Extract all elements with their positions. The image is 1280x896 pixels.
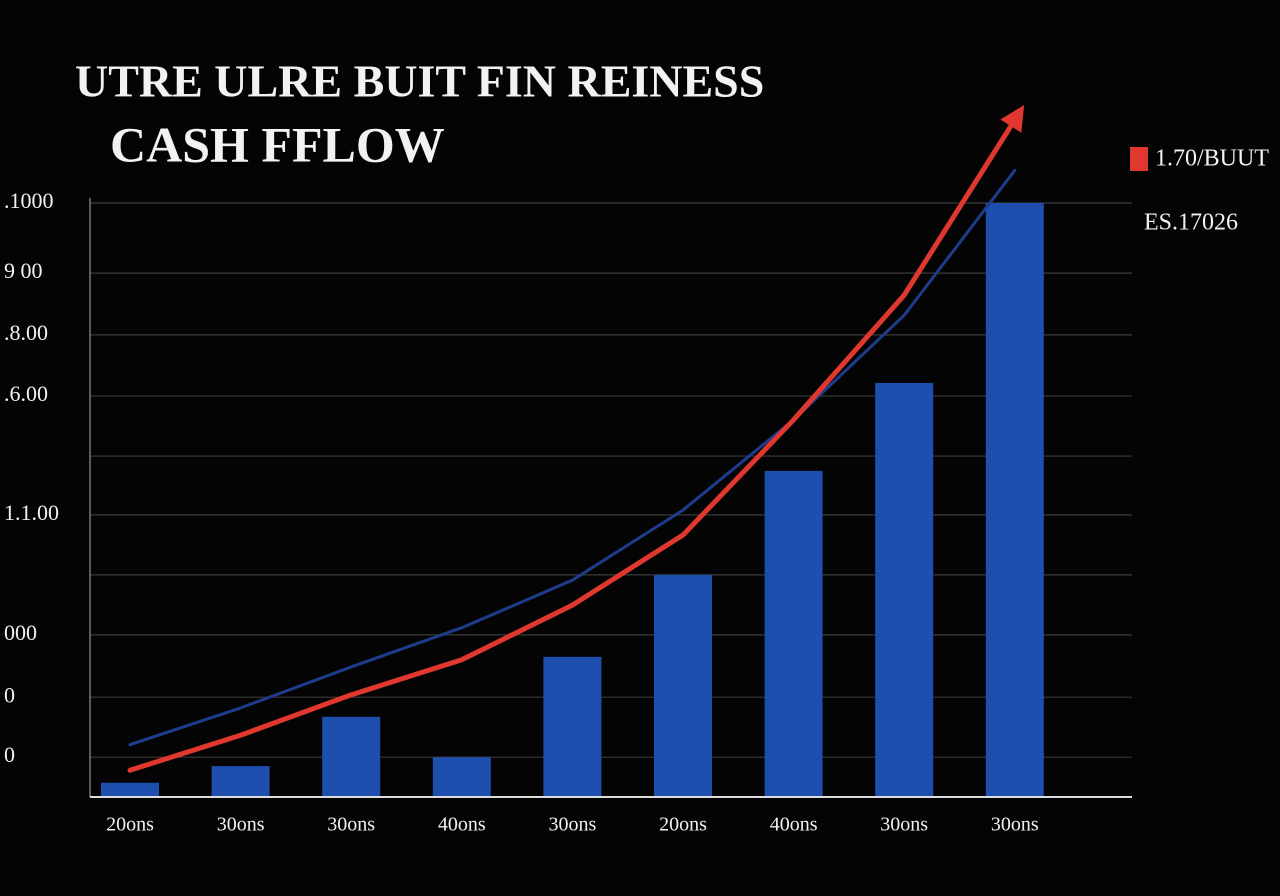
bar [764, 470, 823, 797]
x-tick-label: 20ons [659, 814, 707, 836]
y-tick-label: .8.00 [4, 320, 48, 345]
y-tick-label: 0 [4, 742, 15, 767]
x-tick-label: 30ons [217, 814, 265, 836]
series-line [128, 168, 1017, 747]
bar [875, 382, 934, 797]
x-tick-label: 30ons [549, 814, 597, 836]
legend-label: ES.17026 [1144, 210, 1238, 236]
bar [211, 766, 270, 797]
bar [654, 574, 712, 797]
x-tick-label: 40ons [770, 814, 818, 836]
legend-label: 1.70/BUUT [1155, 146, 1269, 172]
bar [432, 757, 491, 797]
chart-subtitle: CASH FFLOW [110, 116, 445, 172]
y-tick-label: 000 [4, 620, 37, 645]
x-tick-label: 20ons [106, 814, 154, 836]
x-tick-label: 30ons [991, 814, 1039, 836]
y-tick-label: 9 00 [4, 258, 43, 283]
legend-swatch [1130, 147, 1148, 171]
bar [543, 656, 602, 797]
y-tick-label: .1000 [4, 188, 54, 213]
bar [322, 716, 381, 797]
x-tick-label: 40ons [438, 814, 486, 836]
bar [985, 203, 1044, 797]
series-line [127, 105, 1025, 773]
x-tick-label: 30ons [327, 814, 375, 836]
y-tick-label: 1.1.00 [4, 500, 59, 525]
y-tick-label: 0 [4, 682, 15, 707]
bar [101, 782, 159, 797]
y-tick-label: .6.00 [4, 381, 48, 406]
x-tick-label: 30ons [880, 814, 928, 836]
chart-title: UTRE ULRE BUIT FIN REINESS [75, 56, 764, 107]
